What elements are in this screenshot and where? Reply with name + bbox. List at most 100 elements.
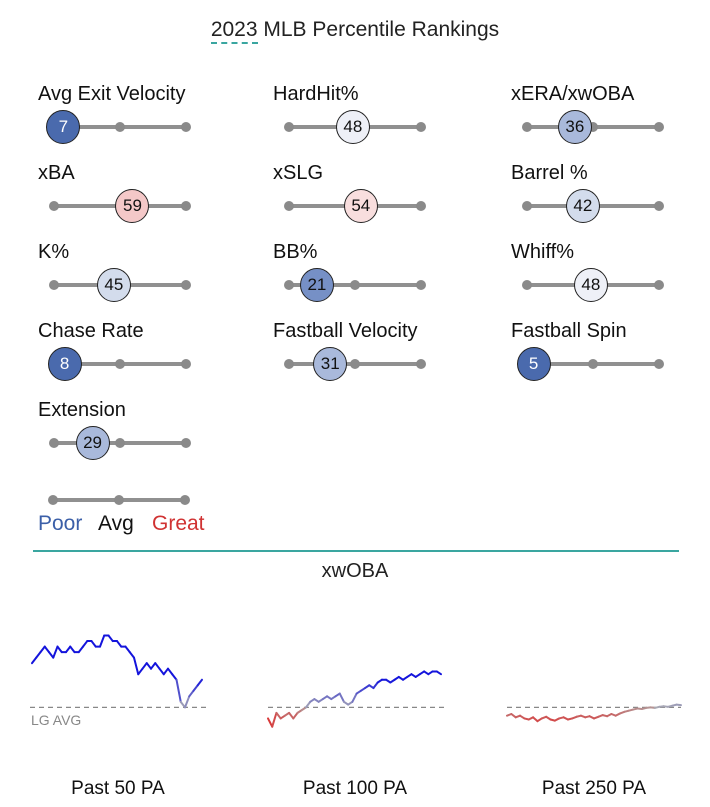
metric-tick	[115, 438, 125, 448]
xwoba-line-segment	[292, 711, 299, 720]
metric-tick	[49, 280, 59, 290]
xwoba-line-segment	[154, 662, 161, 670]
xwoba-line-segment	[65, 645, 72, 654]
metric-xba: xBA 59	[38, 162, 218, 223]
xwoba-line-segment	[184, 695, 191, 709]
metric-tick	[49, 201, 59, 211]
xwoba-line-segment	[435, 670, 442, 676]
metric-tick	[522, 280, 532, 290]
xwoba-line-segment	[137, 667, 144, 676]
metric-label: BB%	[273, 241, 318, 263]
metric-avg-exit-velocity: Avg Exit Velocity 7	[38, 83, 218, 144]
xwoba-line-segment	[90, 640, 97, 648]
xwoba-line-segment	[145, 662, 152, 670]
title-year: 2023	[210, 18, 258, 44]
metric-hardhit: HardHit% 48	[273, 83, 453, 144]
xwoba-line-segment	[275, 711, 282, 720]
percentile-bubble: 59	[115, 189, 150, 223]
xwoba-line-segment	[675, 703, 682, 707]
xwoba-line-segment	[107, 634, 114, 643]
metric-tick	[522, 122, 532, 132]
percentile-bubble: 31	[313, 347, 348, 381]
metric-tick	[49, 438, 59, 448]
metric-label: xERA/xwOBA	[511, 83, 635, 105]
metric-chase-rate: Chase Rate 8	[38, 320, 218, 381]
lg-avg-label: LG AVG	[31, 712, 82, 728]
legend-great: Great	[152, 512, 205, 535]
title-text: MLB Percentile Rankings	[257, 18, 500, 41]
metric-tick	[284, 359, 294, 369]
xwoba-line-segment	[69, 645, 76, 654]
metric-tick	[588, 122, 598, 132]
metric-label: Avg Exit Velocity	[38, 83, 186, 105]
xwoba-line-segment	[271, 711, 278, 728]
xwoba-line-segment	[351, 692, 358, 703]
xwoba-line-segment	[141, 662, 148, 670]
xwoba-line-segment	[133, 656, 140, 676]
metric-tick	[416, 201, 426, 211]
xwoba-line-segment	[31, 656, 38, 665]
legend-tick-mid	[114, 495, 124, 505]
xwoba-line-segment	[188, 689, 195, 698]
xwoba-line-segment	[171, 673, 178, 681]
metric-tick	[181, 438, 191, 448]
metric-label: Whiff%	[511, 241, 574, 263]
metric-extension: Extension 29	[38, 399, 218, 460]
legend-tick-low	[48, 495, 58, 505]
metric-label: xSLG	[273, 162, 324, 184]
metric-tick	[350, 359, 360, 369]
metric-label: Barrel %	[511, 162, 588, 184]
xwoba-line-segment	[43, 645, 50, 654]
metric-k: K% 45	[38, 241, 218, 302]
metric-xera-xwoba: xERA/xwOBA 36	[511, 83, 691, 144]
metric-tick	[284, 280, 294, 290]
xwoba-line-segment	[56, 645, 63, 654]
metric-tick	[181, 122, 191, 132]
metric-tick	[654, 122, 664, 132]
percentile-bubble: 54	[343, 189, 378, 223]
percentile-bubble: 29	[75, 426, 110, 460]
metric-tick	[181, 359, 191, 369]
metric-bb: BB% 21	[273, 241, 453, 302]
xwoba-line-segment	[39, 645, 46, 654]
metric-xslg: xSLG 54	[273, 162, 453, 223]
legend-tick-high	[180, 495, 190, 505]
metric-tick	[654, 201, 664, 211]
page-title: 2023 MLB Percentile Rankings	[0, 18, 710, 44]
metric-label: xBA	[38, 162, 75, 184]
xwoba-line-segment	[77, 645, 84, 654]
metric-tick	[181, 280, 191, 290]
xwoba-line-segment	[372, 681, 379, 690]
xwoba-line-segment	[338, 692, 345, 703]
spark-label-50: Past 50 PA	[71, 778, 165, 799]
metric-tick	[284, 122, 294, 132]
metric-label: Fastball Velocity	[273, 320, 418, 342]
percentile-bubble: 7	[46, 110, 81, 144]
xwoba-line-segment	[196, 678, 203, 687]
metric-tick	[522, 201, 532, 211]
xwoba-line-segment	[192, 684, 199, 692]
legend-poor: Poor	[38, 512, 83, 535]
percentile-bubble: 5	[516, 347, 551, 381]
metric-tick	[115, 359, 125, 369]
xwoba-title: xwOBA	[321, 560, 389, 582]
section-divider	[33, 550, 679, 552]
metric-label: Chase Rate	[38, 320, 144, 342]
xwoba-line-segment	[150, 662, 157, 670]
metric-tick	[654, 280, 664, 290]
metric-fastball-velocity: Fastball Velocity 31	[273, 320, 453, 381]
percentile-bubble: 36	[557, 110, 592, 144]
percentile-bubble: 45	[96, 268, 131, 302]
metric-tick	[350, 280, 360, 290]
xwoba-line-segment	[304, 700, 312, 709]
legend-avg: Avg	[98, 512, 134, 535]
metric-label: HardHit%	[273, 83, 359, 105]
xwoba-line-segment	[35, 651, 42, 659]
percentile-bubble: 21	[299, 268, 334, 302]
metric-tick	[654, 359, 664, 369]
metric-tick	[181, 201, 191, 211]
metric-label: Fastball Spin	[511, 320, 627, 342]
xwoba-line-segment	[175, 678, 182, 703]
xwoba-line-segment	[128, 651, 135, 659]
